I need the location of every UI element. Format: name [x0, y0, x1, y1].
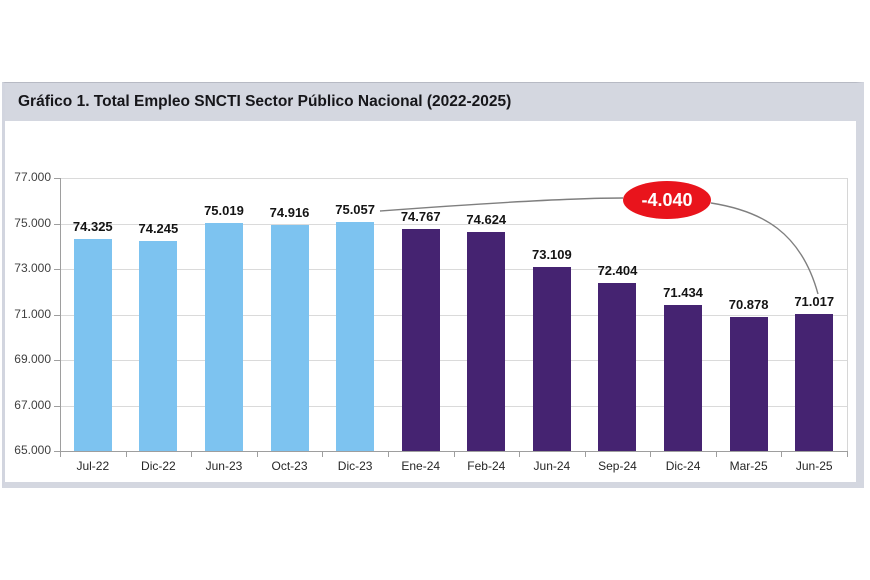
bar-sep-24: [598, 282, 637, 451]
bar-jun-25: [795, 314, 834, 451]
bar-ene-24: [401, 228, 440, 451]
bar-oct-23: [270, 225, 309, 451]
bar-value-label: 74.916: [269, 205, 310, 221]
bar-value-label: 74.624: [466, 212, 507, 228]
y-axis-tick: [54, 178, 60, 179]
x-axis-label: Dic-24: [665, 459, 701, 473]
gridline: [60, 178, 847, 179]
x-axis-tick: [650, 452, 652, 457]
y-axis-label: 69.000: [14, 352, 51, 366]
y-axis-tick: [54, 269, 60, 270]
y-axis-label: 65.000: [14, 443, 51, 457]
x-axis-tick: [256, 452, 258, 457]
x-axis-tick: [715, 452, 717, 457]
y-axis-label: 67.000: [14, 397, 51, 412]
bar-dic-23: [336, 222, 375, 451]
bar-value-label: 74.245: [138, 220, 179, 236]
x-axis-line: [60, 451, 848, 452]
y-axis-label: 75.000: [14, 215, 51, 230]
chart-title-bar: Gráfico 1. Total Empleo SNCTI Sector Púb…: [5, 83, 856, 121]
x-axis-tick: [125, 452, 127, 457]
bar-value-label: 74.767: [400, 208, 441, 224]
x-axis-label: Feb-24: [467, 459, 506, 473]
x-axis-label: Dic-23: [337, 459, 373, 473]
bar-value-label: 71.017: [794, 294, 835, 310]
bar-value-label: 70.878: [728, 297, 769, 313]
x-axis-label: Jun-24: [533, 459, 571, 473]
y-axis-label: 73.000: [14, 261, 51, 275]
x-axis-label: Mar-25: [729, 459, 768, 473]
y-axis-tick: [54, 360, 60, 361]
bar-value-label: 73.109: [531, 246, 572, 262]
x-axis-tick: [453, 452, 455, 457]
bar-jul-22: [73, 238, 112, 451]
gridline: [60, 269, 847, 270]
bar-jun-23: [204, 223, 243, 451]
bar-value-label: 74.325: [72, 218, 113, 234]
gridline: [60, 223, 847, 225]
y-axis-tick: [54, 451, 60, 452]
x-axis-label: Jul-22: [76, 459, 110, 473]
bar-value-label: 71.434: [663, 284, 703, 300]
bar-jun-24: [532, 266, 571, 451]
y-axis-tick: [54, 405, 60, 407]
x-axis-tick: [781, 452, 783, 457]
x-axis-label: Ene-24: [401, 459, 441, 473]
x-axis-tick: [584, 452, 586, 457]
y-axis-label: 77.000: [14, 170, 51, 184]
bar-value-label: 75.057: [335, 202, 375, 218]
bar-feb-24: [467, 232, 506, 451]
gridline: [60, 405, 847, 407]
bar-dic-22: [139, 240, 178, 451]
gridline: [60, 314, 847, 316]
x-axis-label: Jun-23: [205, 459, 243, 473]
bar-value-label: 72.404: [597, 262, 638, 278]
bar-dic-24: [664, 304, 703, 451]
x-axis-tick: [60, 452, 61, 457]
y-axis-tick: [54, 223, 60, 225]
x-axis-label: Sep-24: [598, 459, 637, 473]
x-axis-tick: [847, 452, 848, 457]
x-axis-label: Jun-25: [795, 459, 833, 473]
y-axis-label: 71.000: [14, 306, 51, 321]
y-axis-tick: [54, 314, 60, 316]
plot-border-right: [847, 178, 848, 451]
bar-value-label: 75.019: [204, 203, 244, 219]
x-axis-label: Oct-23: [271, 459, 308, 473]
x-axis-tick: [322, 452, 324, 457]
gridline: [60, 360, 847, 361]
x-axis-tick: [191, 452, 193, 457]
bar-mar-25: [729, 317, 768, 451]
y-axis-line: [60, 178, 61, 451]
x-axis-tick: [387, 452, 389, 457]
chart-title: Gráfico 1. Total Empleo SNCTI Sector Púb…: [18, 93, 512, 110]
x-axis-label: Dic-22: [141, 459, 176, 473]
x-axis-tick: [519, 452, 521, 457]
